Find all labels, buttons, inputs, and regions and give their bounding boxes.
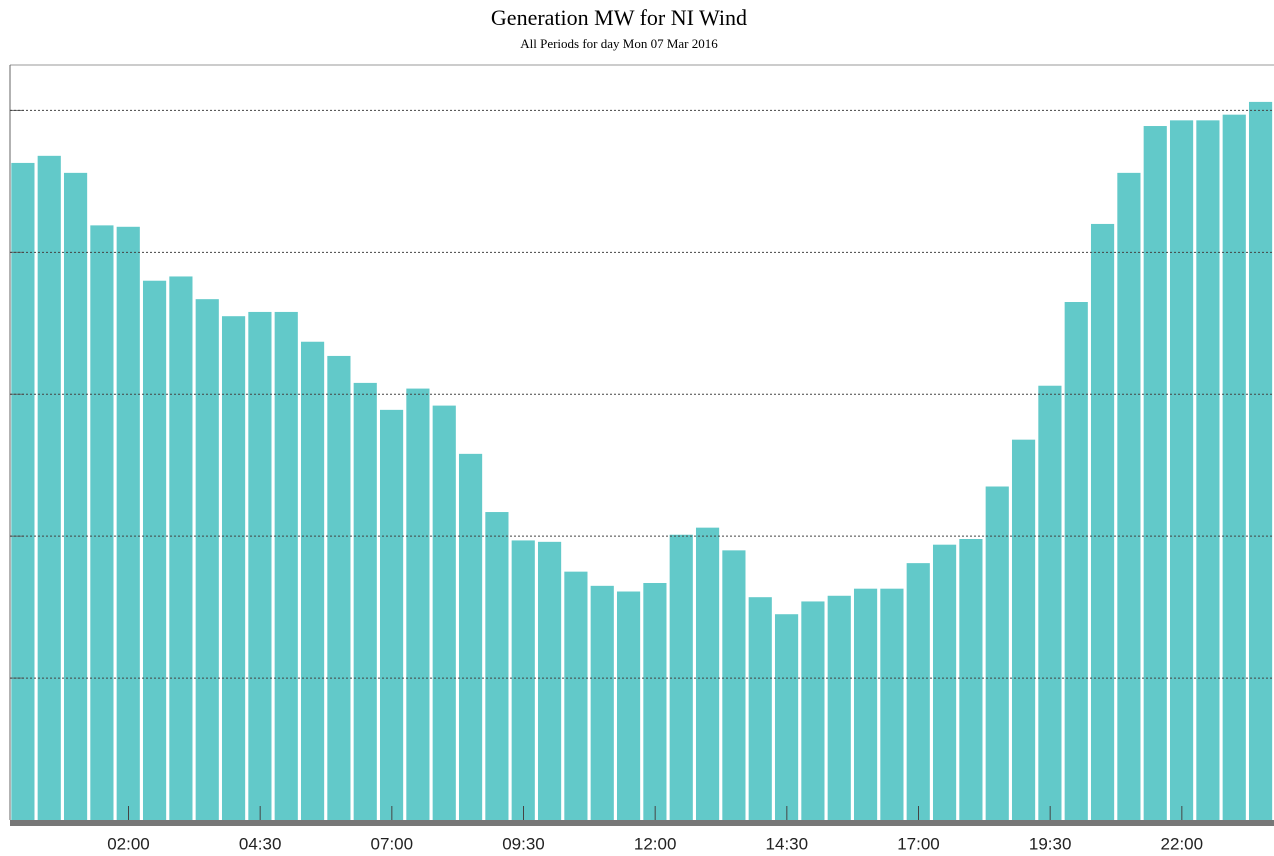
bar [669,534,693,820]
bar [11,162,35,821]
bar [722,550,746,820]
bar [327,355,351,820]
x-tick-label: 19:30 [1029,834,1072,853]
bar [827,595,851,820]
bar [1064,302,1088,820]
bar [432,405,456,820]
bar [774,614,799,820]
bar [142,280,167,820]
bar [1090,223,1115,820]
chart-title: Generation MW for NI Wind [491,5,747,30]
bar [406,388,430,820]
bar [511,540,535,820]
bar [880,588,904,820]
bar [1143,126,1167,821]
bar [1117,172,1141,820]
bar [90,225,114,820]
bar [853,588,878,820]
bar [1248,101,1273,820]
bar [959,539,983,820]
bar [695,527,720,820]
x-tick-label: 09:30 [502,834,545,853]
bar [248,311,272,820]
bar [616,591,641,820]
bar [748,597,772,820]
bar [274,311,298,820]
bar [1222,114,1246,821]
x-tick-label: 12:00 [634,834,677,853]
bar [300,341,325,820]
bar [458,453,483,820]
bar [537,541,562,820]
bar [195,299,219,820]
bar [63,172,88,820]
bar [485,512,509,820]
x-tick-label: 07:00 [371,834,414,853]
bar [643,582,667,820]
bar [985,486,1009,820]
bar [906,563,930,820]
bar [1011,439,1036,820]
x-tick-label: 02:00 [107,834,150,853]
bar [116,226,140,821]
bar [564,571,588,820]
x-tick-label: 04:30 [239,834,282,853]
bar [932,544,957,820]
bar [353,382,377,820]
bar [221,316,246,820]
x-axis [10,820,1274,826]
chart-subtitle: All Periods for day Mon 07 Mar 2016 [520,36,718,51]
bar [169,276,193,820]
bar [379,409,404,820]
bar [37,155,61,820]
bar [1038,385,1062,820]
x-tick-label: 14:30 [766,834,809,853]
x-tick-label: 22:00 [1161,834,1204,853]
x-tick-label: 17:00 [897,834,940,853]
bar [1169,120,1194,820]
bar [801,601,825,820]
bar [590,585,614,820]
bar [1196,120,1220,820]
